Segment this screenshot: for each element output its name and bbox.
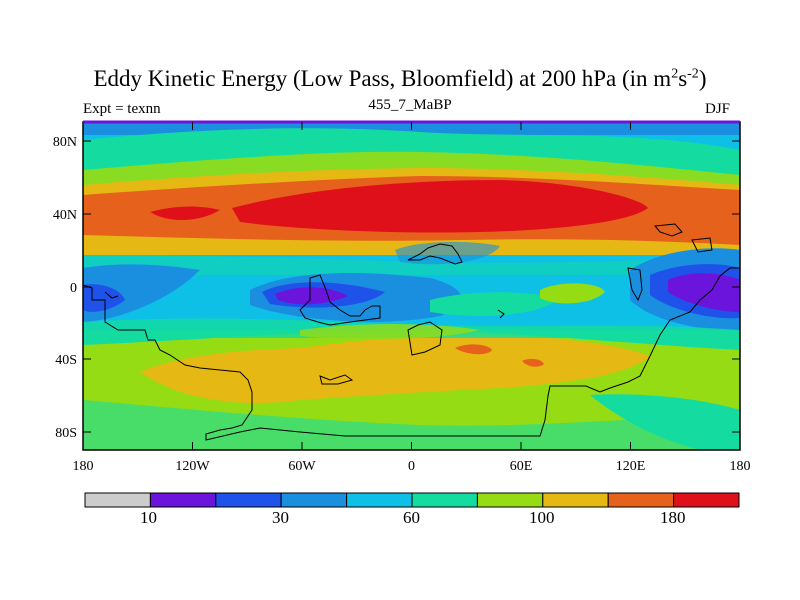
y-axis-labels: 80N 40N 0 40S 80S bbox=[53, 135, 77, 441]
colorbar-label: 180 bbox=[660, 508, 686, 527]
y-tick-label: 40S bbox=[55, 353, 77, 368]
colorbar-box bbox=[411, 492, 478, 508]
colorbar-box bbox=[84, 492, 151, 508]
x-tick-label: 180 bbox=[730, 459, 751, 474]
west-blue-lobe bbox=[83, 264, 200, 322]
x-tick-label: 60W bbox=[288, 459, 316, 474]
coastline-mid-fragment bbox=[497, 309, 505, 319]
season-label: DJF bbox=[705, 101, 731, 117]
x-tick-label: 120E bbox=[616, 459, 646, 474]
colorbar-box bbox=[673, 492, 740, 508]
x-axis-labels: 180 120W 60W 0 60E 120E 180 bbox=[73, 459, 751, 474]
x-tick-label: 0 bbox=[408, 459, 415, 474]
x-tick-label: 120W bbox=[175, 459, 210, 474]
y-tick-label: 0 bbox=[70, 281, 77, 296]
coastline-north-island bbox=[407, 243, 463, 265]
jet-red-core bbox=[232, 180, 648, 233]
plot-title: Eddy Kinetic Energy (Low Pass, Bloomfiel… bbox=[93, 66, 707, 91]
colorbar-label: 60 bbox=[403, 508, 420, 527]
coastline-small-island bbox=[319, 374, 354, 385]
colorbar-box bbox=[149, 492, 217, 508]
coastline-east-island bbox=[627, 267, 643, 302]
contour-field bbox=[83, 122, 740, 450]
colorbar bbox=[84, 492, 740, 508]
x-tick-label: 60E bbox=[510, 459, 533, 474]
colorbar-label: 100 bbox=[529, 508, 555, 527]
y-tick-label: 80N bbox=[53, 135, 77, 150]
colorbar-label: 30 bbox=[272, 508, 289, 527]
coastline-west-fragment bbox=[104, 291, 119, 299]
south-orange-spot-1 bbox=[455, 344, 492, 355]
experiment-id: 455_7_MaBP bbox=[368, 97, 452, 113]
experiment-label: Expt = texnn bbox=[83, 101, 161, 117]
east-purple-core bbox=[668, 273, 740, 312]
colorbar-box bbox=[542, 492, 609, 508]
south-orange-spot-2 bbox=[522, 358, 544, 367]
south-yellow-patch bbox=[140, 334, 650, 403]
coastline-africa-south bbox=[407, 321, 443, 356]
y-tick-label: 40N bbox=[53, 208, 77, 223]
x-axis-ticks bbox=[82, 122, 741, 450]
colorbar-box bbox=[476, 492, 544, 508]
colorbar-box bbox=[346, 492, 413, 508]
coastline-northeast bbox=[654, 223, 683, 237]
y-axis-ticks bbox=[83, 140, 740, 433]
colorbar-box bbox=[280, 492, 348, 508]
coastline-central-island bbox=[299, 274, 381, 326]
x-tick-label: 180 bbox=[73, 459, 94, 474]
colorbar-box bbox=[215, 492, 282, 508]
colorbar-box bbox=[607, 492, 675, 508]
y-tick-label: 80S bbox=[55, 426, 77, 441]
colorbar-label: 10 bbox=[140, 508, 157, 527]
coastline-northeast-2 bbox=[691, 237, 713, 253]
coastlines bbox=[83, 223, 740, 441]
coastline-southern bbox=[83, 267, 740, 441]
